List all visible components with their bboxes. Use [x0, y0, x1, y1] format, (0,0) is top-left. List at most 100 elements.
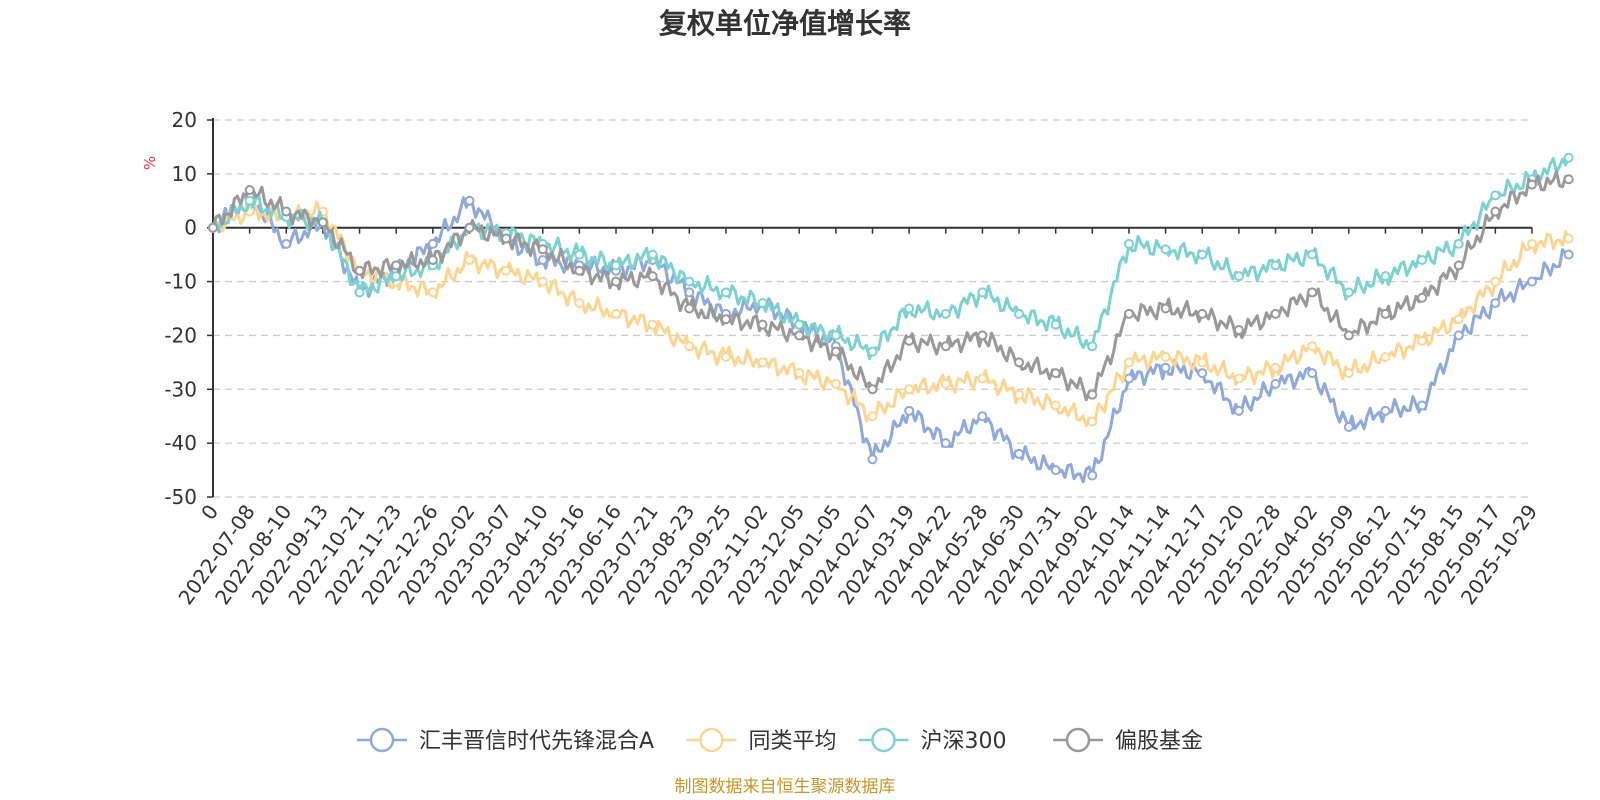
- series-point-2: [1490, 190, 1501, 201]
- series-point-0: [281, 238, 292, 249]
- legend-marker: [871, 727, 896, 753]
- series-point-3: [1490, 206, 1501, 217]
- series-point-0: [1197, 368, 1208, 379]
- series-point-3: [354, 265, 365, 276]
- series-point-1: [720, 351, 731, 362]
- series-point-3: [574, 265, 585, 276]
- series-point-2: [574, 249, 585, 260]
- series-point-3: [281, 206, 292, 217]
- legend[interactable]: 汇丰晋信时代先锋混合A 同类平均 沪深300 偏股基金: [357, 727, 1203, 754]
- series-point-0: [1563, 249, 1574, 260]
- series-point-0: [904, 405, 915, 416]
- series-point-0: [1343, 421, 1354, 432]
- series-point-3: [1270, 308, 1281, 319]
- series-point-1: [1417, 335, 1428, 346]
- series-point-0: [1014, 448, 1025, 459]
- series-point-3: [1417, 292, 1428, 303]
- x-tick-label: 0: [196, 500, 223, 524]
- series-point-1: [1453, 314, 1464, 325]
- series-point-1: [1307, 341, 1318, 352]
- series-point-1: [1233, 373, 1244, 384]
- series-point-1: [684, 341, 695, 352]
- series-point-0: [1490, 298, 1501, 309]
- series-point-2: [720, 287, 731, 298]
- series-point-3: [977, 330, 988, 341]
- series-point-1: [611, 308, 622, 319]
- series-point-1: [867, 411, 878, 422]
- series-point-2: [830, 330, 841, 341]
- series-point-2: [977, 287, 988, 298]
- series-point-1: [1380, 351, 1391, 362]
- series-point-2: [1233, 271, 1244, 282]
- series-point-2: [684, 276, 695, 287]
- series-point-0: [867, 454, 878, 465]
- series-point-3: [940, 341, 951, 352]
- legend-marker: [369, 727, 395, 753]
- y-axis-unit-label: %: [141, 156, 159, 170]
- series-point-1: [940, 378, 951, 389]
- series-point-2: [1087, 341, 1098, 352]
- series-point-1: [1123, 357, 1134, 368]
- legend-label: 沪深300: [921, 729, 1007, 754]
- legend-item-1[interactable]: 同类平均: [686, 727, 837, 754]
- series-point-3: [1527, 179, 1537, 190]
- legend-item-2[interactable]: 沪深300: [858, 727, 1007, 754]
- series-point-3: [830, 346, 841, 357]
- series-point-0: [427, 238, 438, 249]
- series-point-1: [757, 357, 768, 368]
- series-point-0: [1453, 330, 1464, 341]
- series-point-3: [501, 233, 512, 244]
- y-tick-label: 10: [172, 162, 197, 186]
- series-point-0: [1307, 368, 1318, 379]
- series-point-2: [647, 249, 658, 260]
- legend-item-0[interactable]: 汇丰晋信时代先锋混合A: [357, 727, 654, 754]
- series-point-0: [537, 255, 548, 266]
- series-point-3: [1453, 260, 1464, 271]
- series-point-0: [464, 195, 475, 206]
- series-point-1: [427, 287, 438, 298]
- series-point-1: [501, 265, 512, 276]
- series-point-1: [1197, 357, 1208, 368]
- series-point-0: [1527, 276, 1537, 287]
- series-point-3: [647, 271, 658, 282]
- series-point-1: [647, 319, 658, 330]
- series-point-0: [1123, 373, 1134, 384]
- series-point-3: [1233, 325, 1244, 336]
- series-point-3: [1197, 308, 1208, 319]
- source-note: 制图数据来自恒生聚源数据库: [675, 777, 896, 797]
- series-point-2: [1343, 287, 1354, 298]
- series-point-1: [1527, 238, 1537, 249]
- series-point-3: [1123, 308, 1134, 319]
- series-point-0: [1417, 400, 1428, 411]
- series-point-3: [904, 335, 915, 346]
- y-tick-label: -40: [164, 431, 197, 455]
- series-point-1: [1087, 416, 1098, 427]
- series-point-1: [1563, 233, 1574, 244]
- series-point-2: [1563, 152, 1574, 163]
- series-point-0: [1087, 470, 1098, 481]
- series-point-3: [1343, 330, 1354, 341]
- series-point-3: [611, 276, 622, 287]
- series-point-2: [1270, 260, 1281, 271]
- series-line-3: [211, 170, 1570, 402]
- series-point-2: [244, 195, 255, 206]
- legend-item-3[interactable]: 偏股基金: [1053, 727, 1203, 754]
- series-point-3: [208, 222, 218, 233]
- series-point-3: [1050, 368, 1061, 379]
- series-point-0: [940, 438, 951, 449]
- series-point-2: [757, 298, 768, 309]
- series-point-1: [574, 298, 585, 309]
- legend-label: 同类平均: [749, 729, 837, 754]
- series-point-0: [1380, 405, 1391, 416]
- series-point-3: [1380, 308, 1391, 319]
- series-point-3: [1014, 357, 1025, 368]
- series-point-1: [1014, 389, 1025, 400]
- series-point-3: [757, 319, 768, 330]
- series-point-2: [391, 271, 402, 282]
- chart-title: 复权单位净值增长率: [659, 7, 911, 40]
- legend-label: 汇丰晋信时代先锋混合A: [419, 729, 654, 754]
- series-point-1: [977, 373, 988, 384]
- series-line-1: [212, 200, 1570, 427]
- series-point-2: [1380, 271, 1391, 282]
